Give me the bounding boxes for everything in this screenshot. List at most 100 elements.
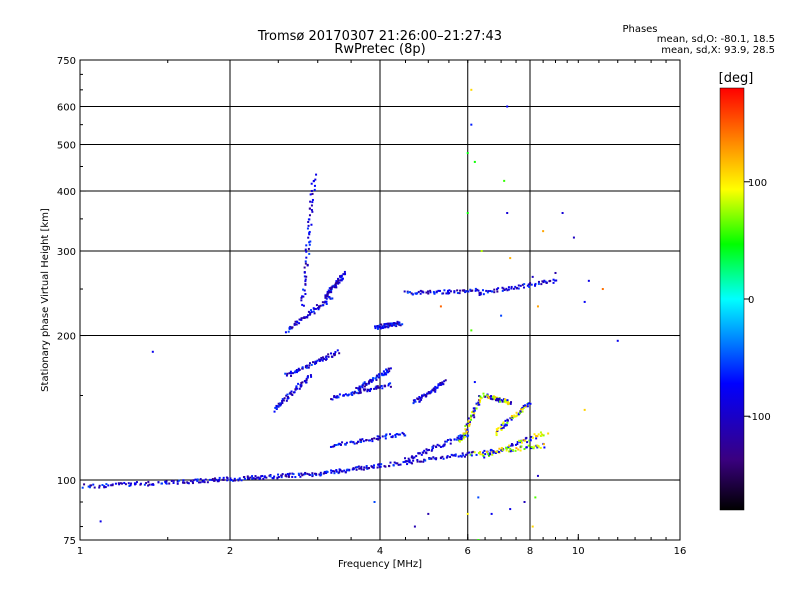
- trace-point: [120, 482, 123, 485]
- trace-point: [391, 324, 394, 327]
- trace-point: [333, 470, 336, 473]
- trace-point: [330, 471, 333, 474]
- trace-point: [519, 449, 522, 452]
- trace-point: [479, 291, 482, 294]
- y-axis-ticks: 75 100 200 300 400 500 600 750: [57, 56, 680, 547]
- scatter-point: [490, 512, 493, 515]
- trace-point: [459, 289, 462, 292]
- trace-point: [340, 470, 343, 473]
- trace-point: [307, 236, 310, 239]
- trace-point: [374, 377, 377, 380]
- trace-point: [310, 223, 313, 226]
- trace-point: [509, 402, 512, 405]
- trace-point: [315, 472, 318, 475]
- trace-point: [304, 316, 307, 319]
- trace-point: [482, 293, 485, 296]
- trace-point: [337, 279, 340, 282]
- trace-point: [478, 403, 481, 406]
- trace-point: [473, 451, 476, 454]
- trace-point: [286, 393, 289, 396]
- trace-point: [352, 441, 355, 444]
- trace-point: [466, 428, 469, 431]
- trace-point: [408, 459, 411, 462]
- trace-point: [491, 398, 494, 401]
- trace-point: [519, 441, 522, 444]
- trace-point: [361, 438, 364, 441]
- trace-point: [287, 475, 290, 478]
- trace-point: [288, 472, 291, 475]
- trace-point: [333, 353, 336, 356]
- trace-point: [493, 291, 496, 294]
- trace-point: [464, 290, 467, 293]
- trace-point: [302, 473, 305, 476]
- trace-point: [443, 380, 446, 383]
- trace-point: [309, 200, 312, 203]
- trace-point: [183, 481, 186, 484]
- trace-point: [330, 291, 333, 294]
- trace-point: [521, 410, 524, 413]
- trace-point: [422, 451, 425, 454]
- trace-point: [387, 325, 390, 328]
- trace-point: [424, 451, 427, 454]
- trace-point: [333, 445, 336, 448]
- trace-point: [338, 281, 341, 284]
- trace-point: [537, 445, 540, 448]
- trace-point: [243, 477, 246, 480]
- trace-point: [374, 325, 377, 328]
- trace-point: [170, 479, 173, 482]
- trace-point: [336, 280, 339, 283]
- trace-point: [301, 295, 304, 298]
- trace-point: [371, 379, 374, 382]
- trace-point: [432, 444, 435, 447]
- trace-point: [468, 423, 471, 426]
- trace-point: [521, 408, 524, 411]
- trace-point: [500, 423, 503, 426]
- trace-point: [319, 471, 322, 474]
- trace-point: [487, 452, 490, 455]
- trace-point: [325, 297, 328, 300]
- trace-point: [408, 291, 411, 294]
- trace-point: [360, 439, 363, 442]
- trace-point: [339, 468, 342, 471]
- trace-point: [425, 291, 428, 294]
- trace-point: [330, 352, 333, 355]
- trace-point: [308, 233, 311, 236]
- trace-point: [529, 282, 532, 285]
- trace-point: [378, 464, 381, 467]
- trace-point: [280, 474, 283, 477]
- trace-point: [240, 479, 243, 482]
- scatter-point: [466, 512, 469, 515]
- trace-point: [363, 381, 366, 384]
- trace-point: [329, 445, 332, 448]
- trace-point: [203, 481, 206, 484]
- scatter-point: [480, 250, 483, 253]
- trace-point: [534, 283, 537, 286]
- trace-point: [199, 481, 202, 484]
- trace-point: [413, 400, 416, 403]
- trace-point: [313, 184, 316, 187]
- trace-point: [213, 479, 216, 482]
- trace-point: [301, 474, 304, 477]
- trace-point: [395, 325, 398, 328]
- scatter-point: [536, 305, 539, 308]
- trace-point: [467, 434, 470, 437]
- trace-point: [378, 436, 381, 439]
- trace-point: [495, 450, 498, 453]
- trace-point: [380, 384, 383, 387]
- trace-point: [189, 479, 192, 482]
- trace-point: [233, 477, 236, 480]
- trace-point: [318, 306, 321, 309]
- trace-point: [304, 471, 307, 474]
- trace-point: [107, 484, 110, 487]
- trace-point: [472, 450, 475, 453]
- trace-point: [165, 480, 168, 483]
- trace-point: [439, 457, 442, 460]
- trace-point: [310, 311, 313, 314]
- trace-point: [542, 443, 545, 446]
- trace-point: [448, 292, 451, 295]
- trace-point: [103, 485, 106, 488]
- trace-point: [436, 443, 439, 446]
- trace-point: [290, 326, 293, 329]
- trace-point: [490, 449, 493, 452]
- trace-point: [309, 240, 312, 243]
